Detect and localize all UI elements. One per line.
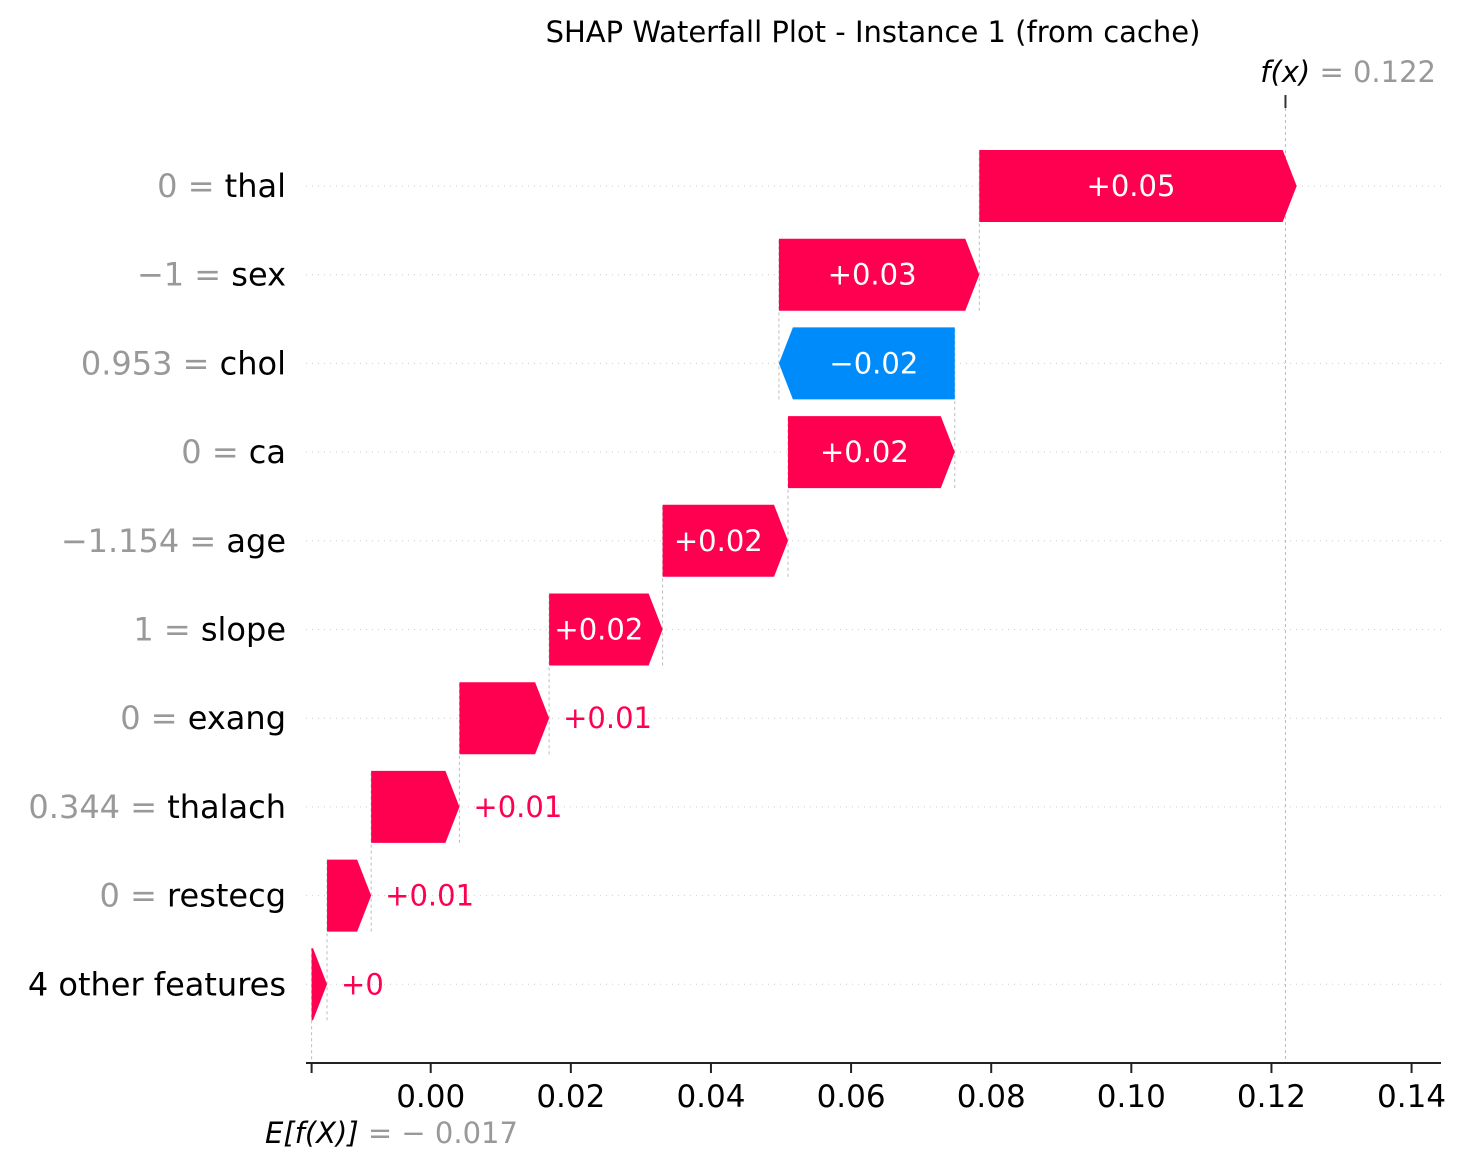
shap-bar-thal bbox=[979, 150, 1297, 222]
feature-name: ca bbox=[249, 433, 286, 471]
bar-value-label: +0.02 bbox=[674, 524, 763, 558]
x-tick-label: 0.08 bbox=[957, 1079, 1026, 1115]
feature-label: 0 = thal bbox=[157, 167, 286, 205]
bar-value-label: +0.01 bbox=[473, 790, 562, 824]
feature-value: 1 bbox=[133, 611, 153, 649]
feature-name: 4 other features bbox=[28, 965, 286, 1003]
shap-bar-age bbox=[662, 504, 789, 577]
feature-name: age bbox=[226, 522, 286, 560]
bar-value-label: +0.01 bbox=[385, 879, 474, 913]
equals-sign: = bbox=[202, 433, 249, 471]
shap-bar-4-other-features bbox=[311, 948, 328, 1021]
feature-name: slope bbox=[201, 611, 286, 649]
feature-label: 1 = slope bbox=[133, 611, 286, 649]
feature-name: chol bbox=[220, 344, 286, 382]
feature-name: exang bbox=[188, 699, 286, 737]
equals-sign: = bbox=[184, 256, 231, 294]
feature-value: 0 bbox=[181, 433, 201, 471]
feature-label: 0 = restecg bbox=[100, 877, 286, 915]
feature-label: 0 = ca bbox=[181, 433, 286, 471]
bar-value-label: +0.02 bbox=[554, 613, 643, 647]
bar-value-label: +0.02 bbox=[820, 435, 909, 469]
x-tick-label: 0.14 bbox=[1377, 1079, 1446, 1115]
base-value-annotation: E[f(X)] = − 0.017 bbox=[265, 1116, 518, 1150]
bar-value-label: +0 bbox=[341, 967, 384, 1001]
feature-value: 0 bbox=[120, 699, 140, 737]
x-tick-label: 0.02 bbox=[536, 1079, 605, 1115]
feature-label: 4 other features bbox=[28, 965, 286, 1003]
bar-value-label: −0.02 bbox=[829, 346, 918, 380]
equals-sign: = bbox=[120, 788, 167, 826]
feature-name: sex bbox=[231, 256, 286, 294]
feature-label: 0.344 = thalach bbox=[28, 788, 286, 826]
feature-name: restecg bbox=[167, 877, 286, 915]
base-value-label: E[f(X)] bbox=[265, 1116, 359, 1150]
equals-sign: = bbox=[154, 611, 201, 649]
shap-bar-sex bbox=[778, 238, 980, 311]
output-value-annotation: f(x) = 0.122 bbox=[1260, 55, 1436, 89]
output-value-label: f(x) bbox=[1260, 55, 1310, 89]
equals-sign: = bbox=[120, 877, 167, 915]
feature-value: 0 bbox=[157, 167, 177, 205]
feature-name: thal bbox=[225, 167, 286, 205]
bar-value-label: +0.05 bbox=[1087, 169, 1176, 203]
equals-sign: = bbox=[141, 699, 188, 737]
base-value-text: = − 0.017 bbox=[359, 1116, 518, 1150]
feature-value: 0.344 bbox=[28, 788, 120, 826]
feature-label: −1.154 = age bbox=[61, 522, 286, 560]
shap-bar-ca bbox=[788, 416, 955, 489]
feature-label: 0.953 = chol bbox=[81, 344, 286, 382]
output-value-text: = 0.122 bbox=[1310, 55, 1436, 89]
feature-name: thalach bbox=[167, 788, 286, 826]
x-tick-label: 0.06 bbox=[817, 1079, 886, 1115]
x-tick-label: 0.12 bbox=[1237, 1079, 1306, 1115]
feature-value: −1.154 bbox=[61, 522, 179, 560]
feature-label: 0 = exang bbox=[120, 699, 286, 737]
equals-sign: = bbox=[178, 167, 225, 205]
shap-bar-restecg bbox=[327, 859, 372, 932]
x-tick-label: 0.04 bbox=[676, 1079, 745, 1115]
bar-value-label: +0.03 bbox=[828, 258, 917, 292]
shap-bar-thalach bbox=[371, 770, 460, 843]
x-tick-label: 0.00 bbox=[396, 1079, 465, 1115]
shap-bar-slope bbox=[549, 593, 663, 666]
equals-sign: = bbox=[179, 522, 226, 560]
feature-label: −1 = sex bbox=[137, 256, 286, 294]
equals-sign: = bbox=[173, 344, 220, 382]
feature-value: 0 bbox=[100, 877, 120, 915]
feature-value: 0.953 bbox=[81, 344, 173, 382]
feature-value: −1 bbox=[137, 256, 184, 294]
x-tick-label: 0.10 bbox=[1097, 1079, 1166, 1115]
chart-title: SHAP Waterfall Plot - Instance 1 (from c… bbox=[546, 15, 1201, 49]
shap-bar-chol bbox=[778, 327, 955, 400]
bar-value-label: +0.01 bbox=[563, 701, 652, 735]
shap-bar-exang bbox=[459, 682, 550, 755]
